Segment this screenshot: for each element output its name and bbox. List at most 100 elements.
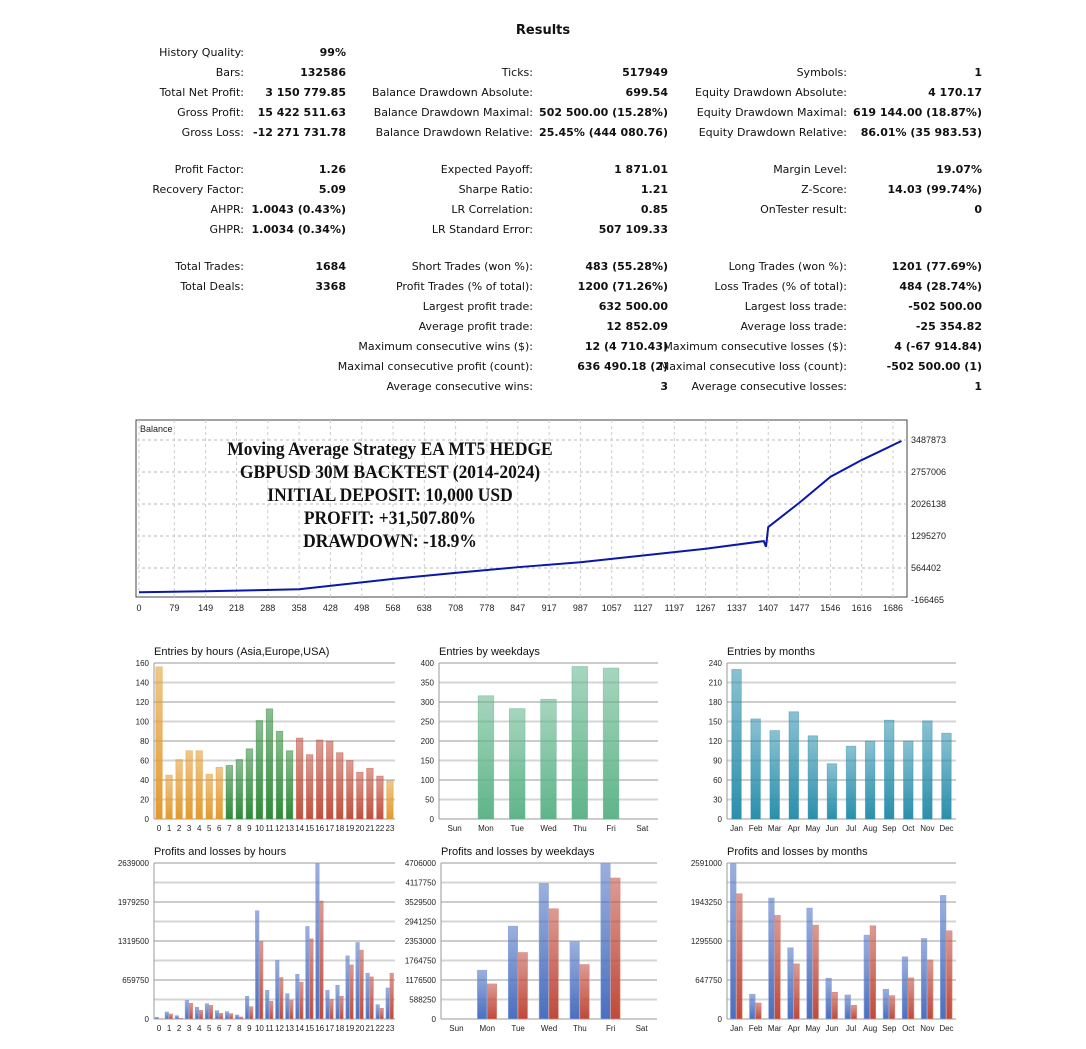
x-tick-label: 9 [247,824,252,833]
entries-bar [376,775,384,820]
stat-value: 1 [974,380,982,393]
stat-value: 86.01% (35 983.53) [860,126,982,139]
stat-label: History Quality: [159,46,244,59]
y-tick-label: 588250 [409,996,436,1005]
x-tick-label: 20 [355,1024,364,1033]
x-tick-label: Apr [788,1024,801,1033]
loss-bar [349,964,354,1020]
balance-x-tick: 847 [510,603,525,613]
loss-bar [168,1013,173,1020]
stat-value: 1200 (71.26%) [577,280,668,293]
y-tick-label: 200 [421,737,435,746]
stat-label: Sharpe Ratio: [458,183,533,196]
profit-bar [214,1010,220,1020]
profit-bar [538,883,549,1020]
loss-bar [379,1008,384,1020]
entries-bar [155,666,163,820]
x-tick-label: Sun [449,1024,463,1033]
y-tick-label: 3529500 [405,898,437,907]
loss-bar [736,893,743,1020]
stat-value: -25 354.82 [915,320,982,333]
loss-bar [389,972,394,1020]
y-tick-label: 2639000 [118,859,150,868]
profit-bar [730,862,737,1020]
x-tick-label: Oct [902,1024,915,1033]
y-tick-label: 250 [421,718,435,727]
x-tick-label: 21 [365,1024,374,1033]
x-tick-label: Mar [768,1024,782,1033]
x-tick-label: Oct [902,824,915,833]
entries-bar [571,666,589,820]
y-tick-label: 150 [709,718,723,727]
x-tick-label: Sun [448,824,462,833]
stat-label: Long Trades (won %): [728,260,847,273]
y-tick-label: 90 [713,757,722,766]
y-tick-label: 4117750 [405,879,436,888]
stat-value: 1.0034 (0.34%) [251,223,347,236]
x-tick-label: 12 [275,1024,284,1033]
y-tick-label: 50 [425,796,434,805]
balance-y-tick: 564402 [911,563,941,573]
profit-bar [787,947,794,1020]
profit-bar [477,969,488,1020]
profit-bar [204,1003,210,1020]
entries-bar [845,745,857,820]
x-tick-label: 7 [227,1024,232,1033]
chart-title: Profits and losses by months [727,846,868,858]
stat-label: Symbols: [796,66,847,79]
x-tick-label: May [805,824,820,833]
stat-label: Gross Loss: [181,126,244,139]
loss-bar [812,924,819,1020]
x-tick-label: Mon [480,1024,496,1033]
stat-label: Average consecutive losses: [691,380,847,393]
entries-bar [807,735,819,820]
profit-bar [825,977,832,1020]
x-tick-label: 1 [167,1024,172,1033]
x-tick-label: Aug [863,824,877,833]
x-tick-label: Nov [920,824,934,833]
y-tick-label: 1979250 [118,898,150,907]
y-tick-label: 240 [709,659,723,668]
loss-bar [548,908,559,1020]
entries-bar [235,759,244,820]
y-tick-label: 150 [421,757,435,766]
y-tick-label: 0 [430,815,435,824]
y-tick-label: 400 [421,659,435,668]
profit-bar [275,959,280,1020]
entries-bar [295,737,304,820]
stat-value: 4 (-67 914.84) [894,340,982,353]
y-tick-label: 60 [713,776,722,785]
stat-label: Average consecutive wins: [386,380,533,393]
x-tick-label: Feb [749,824,763,833]
stat-value: -502 500.00 (1) [886,360,982,373]
entries-bar [731,669,742,820]
x-tick-label: Wed [541,1024,557,1033]
balance-x-tick: 708 [448,603,463,613]
balance-x-tick: 917 [542,603,557,613]
profit-bar [345,955,350,1020]
x-tick-label: 9 [247,1024,252,1033]
y-tick-label: 180 [709,698,723,707]
stat-label: Z-Score: [801,183,847,196]
entries-bar [336,752,344,820]
stat-value: 484 (28.74%) [899,280,982,293]
stat-label: Total Deals: [180,280,244,293]
loss-bar [946,930,953,1020]
stat-label: Largest loss trade: [744,300,847,313]
stat-label: Maximal consecutive profit (count): [337,360,533,373]
profit-bar [235,1014,240,1020]
profit-bar [194,1006,199,1020]
y-tick-label: 1176500 [405,976,436,985]
stat-label: Bars: [215,66,244,79]
y-tick-label: 0 [718,815,723,824]
balance-x-tick: 568 [386,603,401,613]
x-tick-label: 18 [335,824,344,833]
profit-bar [375,1004,380,1020]
entries-bar [175,759,183,820]
stat-label: Loss Trades (% of total): [714,280,847,293]
balance-x-tick: 0 [136,603,141,613]
loss-bar [359,949,364,1020]
x-tick-label: 10 [255,824,264,833]
x-tick-label: 4 [197,824,202,833]
y-tick-label: 210 [709,679,723,688]
